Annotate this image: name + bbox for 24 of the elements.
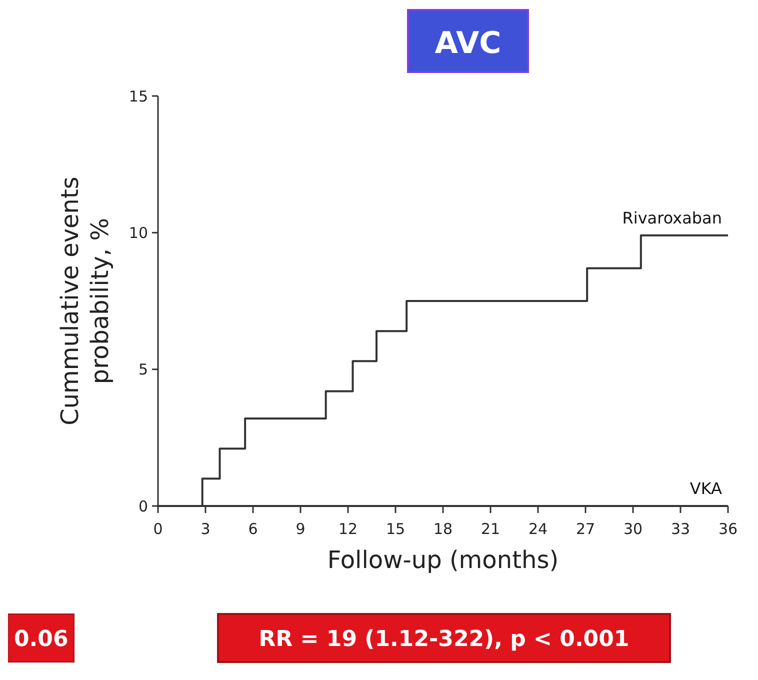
x-tick-label: 27: [576, 520, 596, 538]
x-tick-label: 21: [480, 520, 500, 538]
series-label: Rivaroxaban: [622, 208, 722, 228]
x-tick-label: 36: [718, 520, 738, 538]
x-tick-label: 15: [386, 520, 406, 538]
x-axis-title: Follow-up (months): [327, 546, 559, 574]
series-label: VKA: [690, 479, 722, 498]
x-tick-label: 18: [433, 520, 453, 538]
text: 0.06: [14, 627, 68, 652]
y-axis-title: Cummulative events probability, %: [56, 176, 114, 426]
x-tick-label: 12: [338, 520, 358, 538]
text: RR = 19 (1.12-322), p < 0.001: [258, 627, 630, 652]
x-tick-label: 33: [670, 520, 690, 538]
x-tick-label: 0: [153, 520, 163, 538]
x-tick-label: 24: [528, 520, 548, 538]
y-tick-label: 5: [138, 360, 148, 379]
x-tick-label: 30: [623, 520, 643, 538]
y-tick-label: 15: [128, 87, 148, 106]
y-tick-label: 0: [138, 497, 148, 516]
x-tick-label: 6: [248, 520, 258, 538]
y-tick-label: 10: [128, 224, 148, 242]
chart-title: AVC: [434, 26, 502, 61]
x-tick-label: 9: [296, 520, 306, 538]
x-tick-label: 3: [200, 520, 210, 538]
